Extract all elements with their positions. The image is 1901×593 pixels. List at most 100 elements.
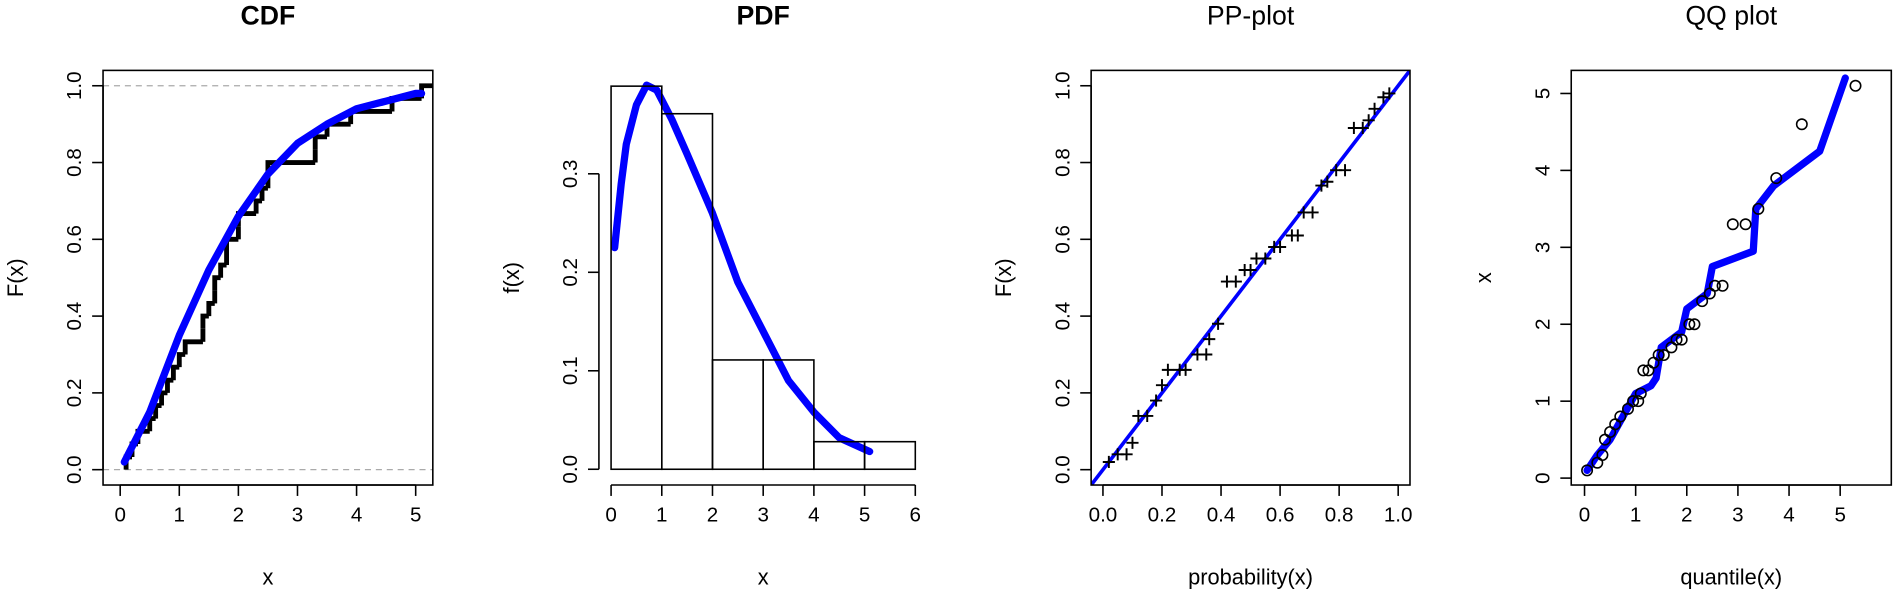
bar [610,85,663,471]
x-tick-label: 5 [859,503,870,526]
chart-title: PP-plot [1207,0,1295,30]
y-tick-label: 0.0 [63,455,86,484]
x-axis-label: x [262,564,273,589]
ecdf-step [147,416,156,432]
point [1259,252,1272,265]
point [1362,114,1375,127]
ecdf-step [182,339,203,355]
x-tick-label: 1 [656,503,667,526]
point [1696,295,1709,308]
x-tick-label: 4 [1783,503,1794,526]
chart-title: PDF [737,0,790,30]
y-axis-label: F(x) [3,258,28,297]
x-tick-label: 0.8 [1325,503,1354,526]
y-tick-label: 0.0 [559,455,582,484]
ecdf-step [218,262,227,278]
y-tick-label: 2 [1531,319,1554,330]
point [1383,87,1396,100]
ecdf-step [159,390,168,406]
ecdf-step [165,377,174,393]
fitted-line [120,89,426,466]
point [1637,364,1650,377]
y-tick-label: 0.4 [63,302,86,331]
fitted-line [610,81,874,456]
plot-frame [102,69,434,486]
plot-area [1583,74,1849,475]
y-tick-label: 0.2 [63,379,86,408]
point [1716,279,1729,292]
point [1161,363,1174,376]
y-tick-label: 1.0 [63,71,86,100]
x-tick-label: 2 [233,503,244,526]
bar [863,440,917,471]
x-tick-label: 5 [1834,503,1845,526]
point [1102,455,1115,469]
x-tick-label: 5 [410,503,421,526]
x-tick-label: 2 [707,503,718,526]
point [1683,318,1696,331]
point [1739,218,1752,231]
x-tick-label: 3 [757,503,768,526]
chart-title: QQ plot [1685,0,1777,30]
bar [762,359,815,471]
ecdf-step [153,403,162,419]
point [1675,333,1688,346]
point [1670,333,1683,346]
y-tick-label: 0.3 [559,159,582,188]
point [1356,121,1369,135]
point [1657,349,1670,362]
ecdf-step [253,198,263,214]
y-tick-label: 0.2 [559,258,582,287]
point [1632,395,1645,408]
ecdf-step [170,364,180,381]
point [1244,263,1257,277]
x-tick-label: 3 [292,503,303,526]
x-tick-label: 1 [1630,503,1641,526]
x-tick-label: 6 [910,503,921,526]
x-tick-label: 0.2 [1148,503,1177,526]
y-tick-label: 1 [1531,395,1554,406]
point [1795,118,1808,131]
point [1306,206,1319,219]
x-tick-label: 1 [174,503,185,526]
fitted-line [1583,74,1849,475]
y-tick-label: 5 [1531,88,1554,99]
bar [660,112,714,471]
point [1627,395,1640,408]
plot-area [610,81,874,456]
point [1581,464,1594,477]
point [1321,175,1334,188]
panel: PP-plot probability(x) F(x) 0.0 0.2 0.4 0.6 0.8… [991,0,1412,589]
panel: PDF x f(x) 0 1 2 3 4 5 6 0.0 0.1 0.2 0.3 [499,0,921,589]
y-tick-label: 0.6 [63,225,86,254]
x-tick-label: 0 [1579,503,1590,526]
point [1212,317,1225,330]
x-tick-label: 2 [1681,503,1692,526]
ecdf-step [259,185,268,201]
y-tick-label: 0.4 [1051,302,1074,331]
x-tick-label: 0.6 [1266,503,1295,526]
x-tick-label: 4 [808,503,819,526]
ecdf-step [312,134,328,150]
point [1155,379,1169,392]
x-tick-label: 3 [1732,503,1743,526]
y-tick-label: 3 [1531,242,1554,253]
point [1291,229,1304,242]
x-tick-label: 0.0 [1089,503,1118,526]
panel: CDF x F(x) 0 1 2 3 4 5 0.0 0.2 0.4 0.6 0.8 1.0 [3,0,434,589]
point [1849,79,1862,92]
y-tick-label: 0.1 [559,356,582,385]
y-tick-label: 0.8 [63,148,86,177]
panel: QQ plot quantile(x) x 0 1 2 3 4 5 0 1 2 3 4 5 [1471,0,1893,589]
point [1338,164,1352,177]
plot-area [103,83,433,471]
point [1368,102,1381,115]
x-tick-label: 0.4 [1207,503,1236,526]
bar [711,359,764,471]
y-axis-label: x [1471,272,1496,283]
x-tick-label: 0 [114,503,125,526]
y-tick-label: 0.8 [1051,148,1074,177]
point [1726,218,1739,231]
point [1596,449,1609,462]
